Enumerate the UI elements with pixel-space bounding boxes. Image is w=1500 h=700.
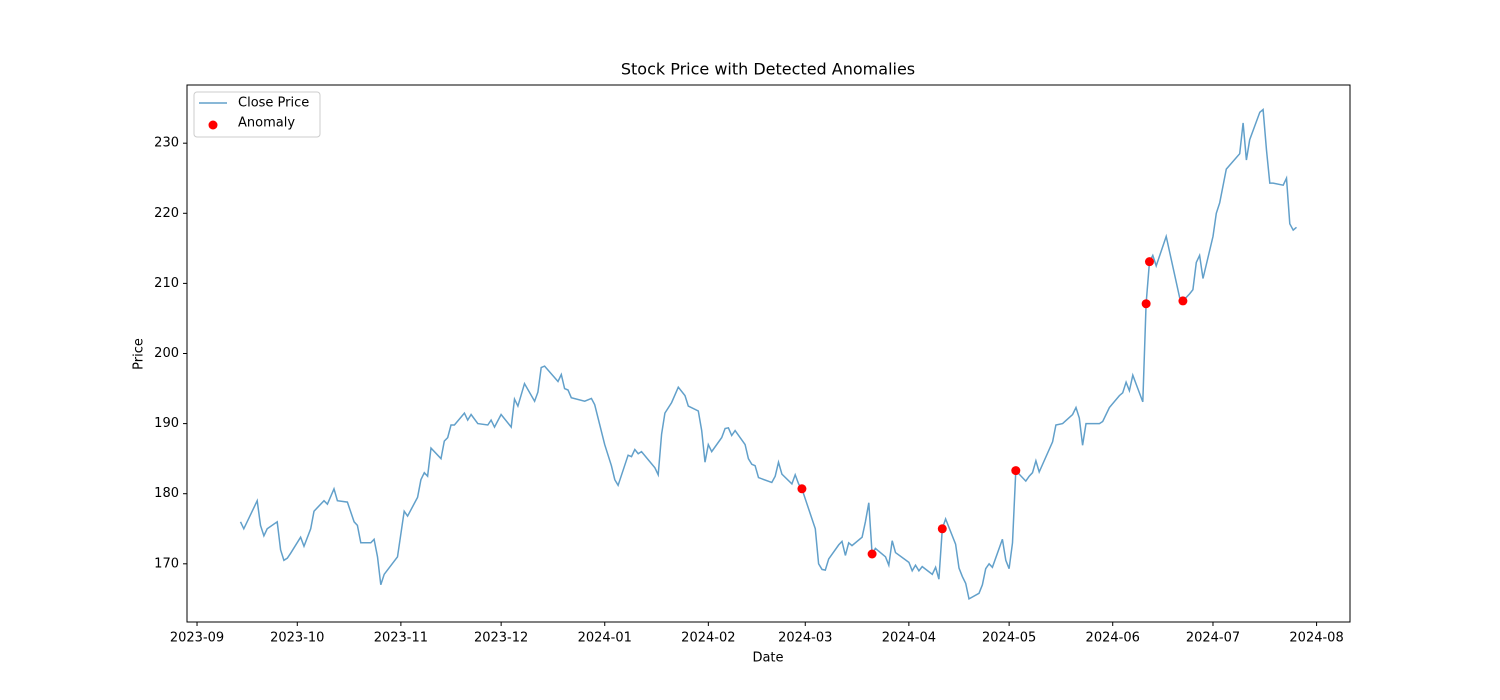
x-tick-label: 2024-06 [1086,631,1140,646]
legend-swatch [208,120,218,130]
y-tick-label: 170 [154,556,179,571]
anomaly-point [1141,299,1151,309]
legend-label: Close Price [238,96,309,111]
x-tick-label: 2023-11 [374,631,428,646]
y-tick-label: 190 [154,416,179,431]
anomaly-point [1178,296,1188,306]
plot-frame [186,84,1351,623]
y-tick-label: 180 [154,486,179,501]
x-tick-label: 2024-02 [681,631,735,646]
y-tick-label: 230 [154,136,179,151]
anomaly-point [797,484,807,494]
x-tick-label: 2024-03 [778,631,832,646]
anomaly-point [1011,466,1021,476]
chart-title: Stock Price with Detected Anomalies [621,60,915,79]
price-line [239,107,1297,601]
x-tick-label: 2023-09 [170,631,224,646]
anomaly-point [867,549,877,559]
x-tick-label: 2024-07 [1186,631,1240,646]
x-axis-label: Date [752,651,783,666]
x-tick-label: 2024-08 [1289,631,1343,646]
x-tick-label: 2024-04 [882,631,936,646]
y-tick-label: 210 [154,276,179,291]
x-tick-label: 2023-12 [474,631,528,646]
x-tick-label: 2023-10 [270,631,324,646]
y-tick-label: 220 [154,206,179,221]
y-axis-label: Price [132,338,147,370]
legend-label: Anomaly [238,116,295,131]
legend: Close Price Anomaly [193,91,321,138]
anomaly-point [1144,257,1154,267]
x-tick-label: 2024-05 [982,631,1036,646]
y-tick-label: 200 [154,346,179,361]
x-tick-label: 2024-01 [578,631,632,646]
anomaly-point [937,524,947,534]
